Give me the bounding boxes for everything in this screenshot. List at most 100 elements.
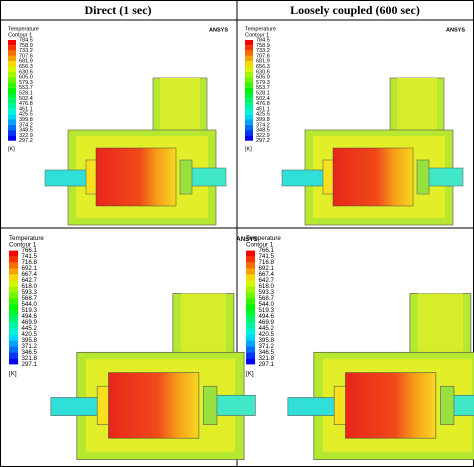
right-flange — [440, 385, 455, 425]
logo: ANSYS — [236, 236, 257, 243]
legend-level: 469.9 — [258, 319, 274, 326]
colorbar-step — [9, 322, 19, 329]
legend-level: 656.3 — [19, 64, 33, 70]
colorbar-step — [8, 45, 16, 51]
colorbar-step — [8, 135, 16, 141]
colorbar-step — [245, 45, 253, 51]
legend-level: 425.5 — [19, 112, 33, 118]
legend-level: 420.5 — [258, 331, 274, 338]
colorbar-step — [9, 286, 19, 293]
legend-level: 502.4 — [256, 96, 270, 102]
colorbar-step — [245, 66, 253, 72]
colorbar-step — [9, 346, 19, 353]
colorbar-step — [246, 328, 256, 335]
legend-title: Temperature — [246, 235, 281, 242]
legend-level: 579.3 — [256, 80, 270, 86]
colorbar-step — [246, 292, 256, 299]
colorbar-step — [245, 119, 253, 125]
legend-level: 681.9 — [256, 59, 270, 65]
colorbar-step — [8, 82, 16, 88]
colorbar-step — [8, 130, 16, 136]
legend-level: 399.8 — [256, 117, 270, 123]
legend-level: 346.5 — [258, 349, 274, 356]
chimney-core — [180, 293, 226, 362]
legend-level: 741.5 — [21, 253, 37, 260]
colorbar-step — [9, 304, 19, 311]
heater-block — [95, 147, 177, 207]
colorbar-step — [246, 280, 256, 287]
legend-level: 593.3 — [258, 289, 274, 296]
legend-unit: [K] — [9, 370, 17, 377]
legend-level: 553.7 — [19, 85, 33, 91]
colorbar-step — [245, 124, 253, 131]
legend-level: 371.2 — [21, 343, 37, 350]
colorbar-step — [245, 130, 253, 136]
colorbar-step — [9, 340, 19, 347]
colorbar-step — [246, 352, 256, 359]
legend-level: 741.5 — [258, 253, 274, 260]
legend-level: 681.9 — [19, 59, 33, 65]
legend-level: 519.3 — [21, 307, 37, 314]
legend-level: 716.8 — [258, 259, 274, 266]
legend-level: 733.2 — [256, 48, 270, 54]
legend-level: 297.1 — [21, 361, 37, 368]
legend-subtitle: Contour 1 — [9, 242, 37, 249]
legend-subtitle: Contour 1 — [246, 242, 274, 249]
colorbar-step — [9, 292, 19, 299]
legend-unit: [K] — [246, 370, 254, 377]
legend-level: 707.6 — [256, 53, 270, 59]
colorbar-step — [9, 358, 19, 365]
colorbar-step — [8, 108, 16, 115]
legend-level: 642.7 — [258, 277, 274, 284]
left-flange — [96, 385, 109, 425]
legend-level: 553.7 — [256, 85, 270, 91]
colorbar-step — [246, 286, 256, 293]
legend-level: 297.2 — [19, 138, 33, 144]
colorbar-step — [245, 108, 253, 115]
colorbar-step — [245, 98, 253, 104]
colorbar-step — [8, 103, 16, 109]
legend-level: 716.8 — [21, 259, 37, 266]
legend-level: 656.3 — [256, 64, 270, 70]
colorbar-step — [8, 98, 16, 104]
column-header: Loosely coupled (600 sec) — [290, 3, 420, 17]
logo: ANSYS — [209, 27, 228, 33]
legend-level: 593.3 — [21, 289, 37, 296]
legend-level: 469.9 — [21, 319, 37, 326]
legend-level: 605.0 — [256, 75, 270, 81]
legend-level: 445.2 — [21, 325, 37, 332]
legend-level: 395.8 — [258, 337, 274, 344]
legend-level: 494.6 — [258, 313, 274, 320]
colorbar-step — [245, 55, 253, 62]
legend-level: 784.5 — [256, 37, 270, 43]
legend-level: 733.2 — [19, 48, 33, 54]
legend-level: 758.9 — [19, 43, 33, 49]
colorbar-step — [8, 93, 16, 99]
left-flange — [333, 385, 346, 425]
chimney-core — [417, 293, 463, 362]
legend-level: 707.6 — [19, 53, 33, 59]
colorbar-step — [9, 298, 19, 305]
colorbar-step — [246, 334, 256, 341]
colorbar-step — [245, 82, 253, 88]
colorbar-step — [8, 50, 16, 56]
colorbar-step — [9, 352, 19, 359]
legend-level: 692.1 — [258, 265, 274, 272]
colorbar-step — [9, 268, 19, 275]
legend-level: 322.9 — [19, 133, 33, 139]
colorbar-step — [246, 346, 256, 353]
legend-level: 322.9 — [256, 133, 270, 139]
legend-level: 451.1 — [256, 106, 270, 112]
colorbar-step — [9, 256, 19, 263]
colorbar-step — [245, 61, 253, 67]
colorbar-step — [8, 87, 16, 93]
legend-level: 579.3 — [19, 80, 33, 86]
colorbar-step — [9, 280, 19, 287]
legend-level: 618.0 — [21, 283, 37, 290]
legend-level: 371.2 — [258, 343, 274, 350]
colorbar-step — [245, 103, 253, 109]
colorbar-step — [245, 114, 253, 120]
